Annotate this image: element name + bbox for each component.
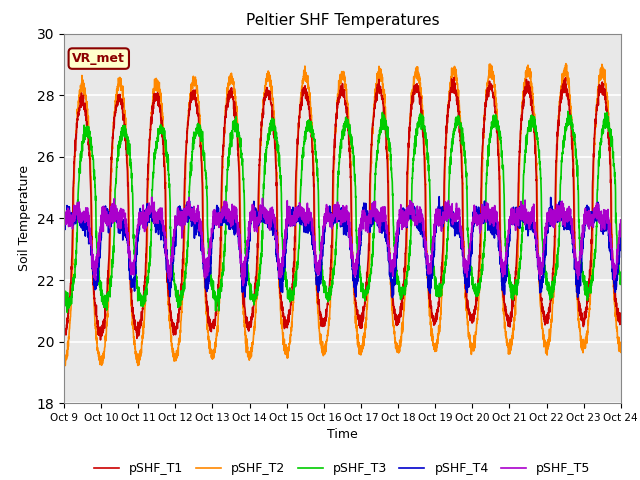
Text: VR_met: VR_met [72, 52, 125, 65]
pSHF_T2 [216, 295, 223, 301]
pSHF_T2 [60, 363, 68, 369]
pSHF_T3 [60, 289, 68, 295]
pSHF_T5 [617, 217, 625, 223]
pSHF_T1 [97, 337, 104, 343]
Line: pSHF_T4: pSHF_T4 [64, 197, 621, 298]
pSHF_T5 [148, 194, 156, 200]
pSHF_T5 [180, 222, 188, 228]
pSHF_T4 [617, 231, 625, 237]
pSHF_T2 [617, 349, 625, 355]
pSHF_T5 [564, 207, 572, 213]
pSHF_T5 [216, 218, 223, 224]
pSHF_T5 [60, 222, 68, 228]
pSHF_T3 [397, 285, 404, 290]
Line: pSHF_T2: pSHF_T2 [64, 64, 621, 366]
pSHF_T4 [179, 218, 187, 224]
pSHF_T2 [617, 345, 625, 351]
pSHF_T5 [407, 205, 415, 211]
Line: pSHF_T1: pSHF_T1 [64, 77, 621, 340]
pSHF_T3 [63, 310, 71, 315]
pSHF_T1 [406, 113, 414, 119]
Y-axis label: Soil Temperature: Soil Temperature [18, 166, 31, 271]
pSHF_T3 [564, 111, 572, 117]
pSHF_T4 [435, 194, 443, 200]
pSHF_T5 [239, 283, 247, 288]
pSHF_T2 [564, 79, 572, 85]
pSHF_T2 [562, 61, 570, 67]
pSHF_T1 [564, 91, 572, 97]
pSHF_T4 [388, 295, 396, 300]
pSHF_T3 [617, 276, 625, 282]
pSHF_T3 [406, 241, 414, 247]
pSHF_T4 [564, 226, 572, 232]
Legend: pSHF_T1, pSHF_T2, pSHF_T3, pSHF_T4, pSHF_T5: pSHF_T1, pSHF_T2, pSHF_T3, pSHF_T4, pSHF… [89, 457, 596, 480]
pSHF_T3 [216, 288, 223, 294]
pSHF_T1 [617, 318, 625, 324]
pSHF_T3 [617, 273, 625, 279]
X-axis label: Time: Time [327, 429, 358, 442]
pSHF_T1 [397, 307, 404, 313]
Title: Peltier SHF Temperatures: Peltier SHF Temperatures [246, 13, 439, 28]
pSHF_T4 [617, 232, 625, 238]
pSHF_T1 [450, 74, 458, 80]
pSHF_T4 [406, 215, 414, 220]
pSHF_T1 [216, 260, 223, 266]
pSHF_T2 [179, 278, 187, 284]
pSHF_T1 [617, 316, 625, 322]
Line: pSHF_T3: pSHF_T3 [64, 111, 621, 312]
pSHF_T4 [216, 218, 223, 224]
pSHF_T4 [60, 235, 68, 240]
pSHF_T2 [397, 337, 404, 343]
pSHF_T1 [180, 241, 188, 247]
pSHF_T5 [397, 206, 404, 212]
pSHF_T1 [60, 331, 68, 336]
pSHF_T4 [397, 216, 404, 222]
pSHF_T3 [180, 289, 188, 295]
pSHF_T3 [564, 108, 572, 114]
pSHF_T5 [617, 228, 625, 234]
pSHF_T2 [406, 116, 414, 121]
Line: pSHF_T5: pSHF_T5 [64, 197, 621, 286]
